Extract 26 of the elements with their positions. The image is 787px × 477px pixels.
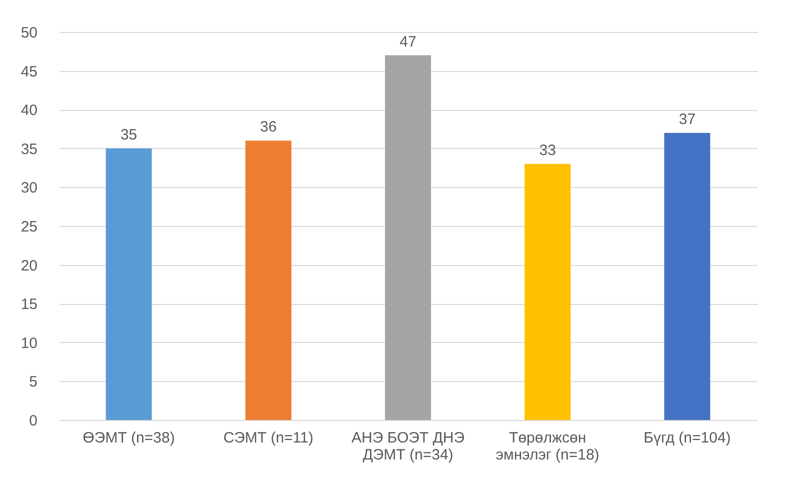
y-tick-label: 25 (20, 218, 38, 236)
bar (245, 140, 292, 420)
x-tick-label: Бүгд (n=104) (644, 430, 731, 446)
y-tick-label: 5 (29, 374, 38, 391)
data-label: 37 (678, 110, 696, 128)
x-tick-label: ӨЭМТ (n=38) (82, 430, 175, 446)
bar (524, 164, 571, 420)
data-label: 35 (120, 126, 138, 144)
bar (664, 132, 710, 420)
y-tick-label: 20 (20, 257, 38, 274)
x-tick-label: АНЭ БОЭТ ДНЭ ДЭМТ (n=34) (351, 430, 465, 464)
y-tick-label: 40 (20, 102, 38, 120)
data-label: 36 (260, 118, 277, 136)
y-tick-label: 15 (20, 296, 38, 314)
y-tick-label: 45 (20, 63, 38, 80)
data-label: 33 (539, 142, 556, 159)
y-tick-label: 35 (20, 140, 38, 158)
y-tick-label: 0 (29, 412, 38, 430)
y-tick-label: 50 (20, 24, 38, 42)
x-tick-label: Төрөлжсөн эмнэлэг (n=18) (496, 430, 600, 464)
y-tick-label: 30 (20, 180, 38, 197)
x-tick-label: СЭМТ (n=11) (223, 430, 314, 446)
bar (385, 55, 431, 420)
bar (106, 148, 152, 420)
data-label: 47 (400, 33, 416, 50)
y-tick-label: 10 (20, 334, 38, 352)
